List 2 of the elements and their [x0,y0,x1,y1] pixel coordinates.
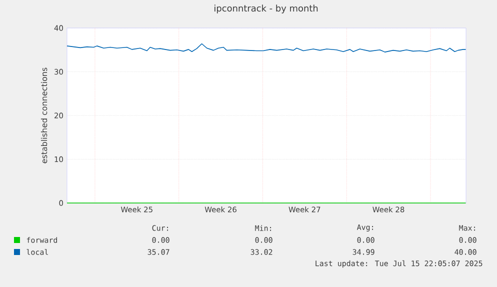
line-series [66,43,466,52]
chart-title: ipconntrack - by month [214,4,318,14]
